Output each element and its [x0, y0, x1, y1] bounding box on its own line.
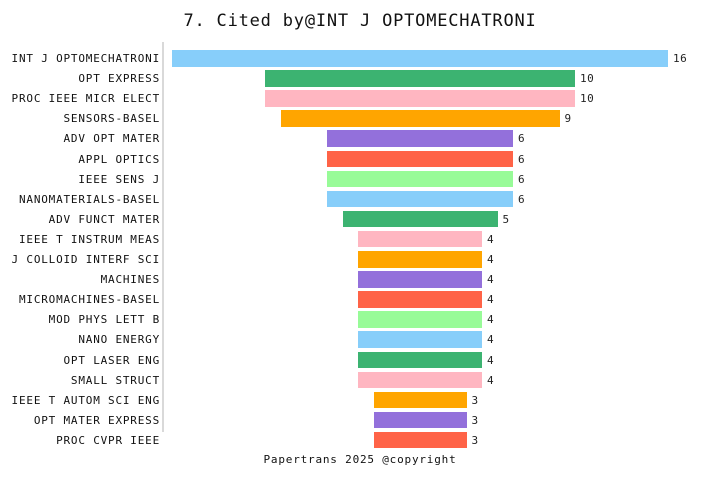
value-label: 4: [487, 293, 495, 307]
value-label: 4: [487, 273, 495, 287]
bar: [358, 311, 482, 328]
bar: [358, 251, 482, 268]
value-label: 16: [673, 52, 688, 65]
category-label: NANOMATERIALS-BASEL: [18, 192, 160, 206]
category-label: INT J OPTOMECHATRONI: [11, 52, 160, 65]
bar: [373, 391, 467, 409]
bar: [358, 331, 482, 348]
chart-title: 7. Cited by@INT J OPTOMECHATRONI: [183, 11, 537, 31]
category-label: PROC CVPR IEEE: [56, 433, 160, 447]
bar: [327, 130, 513, 147]
category-label: J COLLOID INTERF SCI: [11, 253, 160, 266]
category-label: IEEE SENS J: [78, 172, 160, 186]
value-label: 9: [564, 112, 572, 126]
bar: [265, 90, 575, 107]
category-label: OPT LASER ENG: [63, 353, 160, 367]
value-label: 5: [502, 212, 510, 226]
category-label: SENSORS-BASEL: [63, 112, 160, 126]
value-label: 4: [487, 313, 495, 327]
bar: [327, 190, 513, 208]
bar: [327, 150, 513, 167]
value-label: 4: [487, 353, 495, 367]
bar: [373, 431, 467, 449]
category-label: IEEE T AUTOM SCI ENG: [11, 393, 160, 407]
bar: [373, 411, 467, 429]
value-label: 4: [487, 373, 495, 387]
bar: [265, 70, 575, 87]
bar: [358, 271, 482, 288]
value-label: 10: [580, 72, 595, 86]
value-label: 6: [518, 172, 526, 186]
category-label: APPL OPTICS: [78, 152, 160, 166]
value-label: 3: [471, 433, 479, 447]
category-label: SMALL STRUCT: [70, 373, 160, 387]
value-label: 10: [580, 92, 595, 106]
value-label: 6: [518, 192, 526, 206]
value-label: 3: [471, 393, 479, 407]
bar: [280, 110, 560, 127]
bar: [358, 291, 482, 308]
category-label: OPT MATER EXPRESS: [33, 413, 160, 427]
value-label: 6: [518, 152, 526, 166]
bar: [172, 50, 668, 67]
value-label: 3: [471, 413, 479, 427]
category-label: MOD PHYS LETT B: [48, 313, 160, 327]
y-axis-line: [162, 42, 164, 432]
bar: [327, 170, 513, 188]
copyright-text: Papertrans 2025 @copyright: [263, 453, 457, 466]
category-label: NANO ENERGY: [78, 333, 160, 347]
category-label: OPT EXPRESS: [78, 72, 160, 86]
value-label: 4: [487, 232, 495, 246]
bar: [342, 210, 498, 228]
value-label: 6: [518, 132, 526, 146]
category-label: MACHINES: [100, 273, 160, 287]
category-label: IEEE T INSTRUM MEAS: [18, 232, 160, 246]
category-label: MICROMACHINES-BASEL: [18, 293, 160, 307]
value-label: 4: [487, 253, 495, 266]
bar: [358, 351, 482, 368]
category-label: PROC IEEE MICR ELECT: [11, 92, 160, 106]
bar: [358, 371, 482, 389]
value-label: 4: [487, 333, 495, 347]
bar: [358, 230, 482, 248]
category-label: ADV FUNCT MATER: [48, 212, 160, 226]
category-label: ADV OPT MATER: [63, 132, 160, 146]
